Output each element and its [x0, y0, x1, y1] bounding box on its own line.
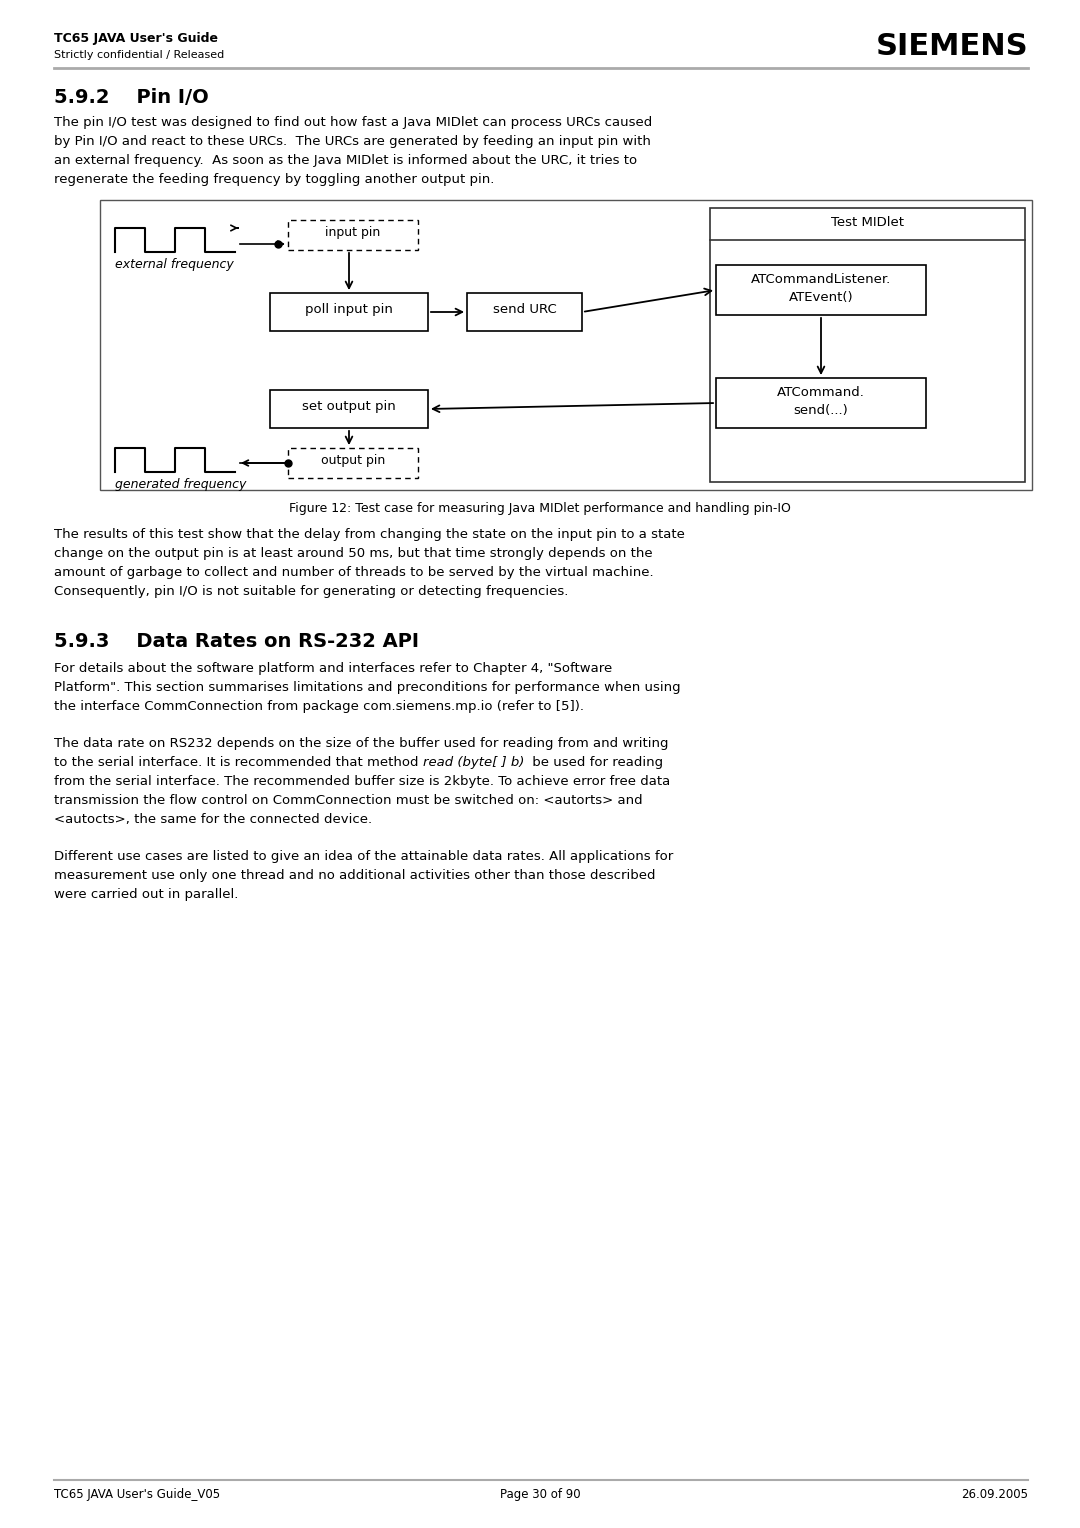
Text: For details about the software platform and interfaces refer to Chapter 4, "Soft: For details about the software platform … — [54, 662, 612, 675]
Bar — [716, 377, 926, 428]
Text: TC65 JAVA User's Guide: TC65 JAVA User's Guide — [54, 32, 218, 44]
Bar — [270, 293, 428, 332]
Text: input pin: input pin — [325, 226, 380, 238]
Text: set output pin: set output pin — [302, 400, 396, 413]
Text: send(...): send(...) — [794, 403, 849, 417]
Text: TC65 JAVA User's Guide_V05: TC65 JAVA User's Guide_V05 — [54, 1488, 220, 1500]
Bar — [100, 200, 1032, 490]
Bar — [716, 264, 926, 315]
Text: Different use cases are listed to give an idea of the attainable data rates. All: Different use cases are listed to give a… — [54, 850, 673, 863]
Text: Strictly confidential / Released: Strictly confidential / Released — [54, 50, 225, 60]
Text: the interface CommConnection from package com.siemens.mp.io (refer to [5]).: the interface CommConnection from packag… — [54, 700, 584, 714]
Text: amount of garbage to collect and number of threads to be served by the virtual m: amount of garbage to collect and number … — [54, 565, 653, 579]
Text: generated frequency: generated frequency — [114, 478, 246, 490]
Bar — [288, 448, 418, 478]
Text: Page 30 of 90: Page 30 of 90 — [500, 1488, 580, 1500]
Text: an external frequency.  As soon as the Java MIDlet is informed about the URC, it: an external frequency. As soon as the Ja… — [54, 154, 637, 167]
Bar — [288, 220, 418, 251]
Text: poll input pin: poll input pin — [305, 303, 393, 316]
Text: Test MIDlet: Test MIDlet — [831, 215, 904, 229]
Text: The data rate on RS232 depends on the size of the buffer used for reading from a: The data rate on RS232 depends on the si… — [54, 736, 669, 750]
Text: read (byte[ ] b): read (byte[ ] b) — [422, 756, 528, 769]
Text: regenerate the feeding frequency by toggling another output pin.: regenerate the feeding frequency by togg… — [54, 173, 495, 186]
Text: ATCommandListener.: ATCommandListener. — [751, 274, 891, 286]
Text: output pin: output pin — [321, 454, 386, 468]
Text: SIEMENS: SIEMENS — [876, 32, 1028, 61]
Text: The pin I/O test was designed to find out how fast a Java MIDlet can process URC: The pin I/O test was designed to find ou… — [54, 116, 652, 128]
Text: send URC: send URC — [492, 303, 556, 316]
Text: to the serial interface. It is recommended that method: to the serial interface. It is recommend… — [54, 756, 422, 769]
Text: <autocts>, the same for the connected device.: <autocts>, the same for the connected de… — [54, 813, 373, 827]
Text: ATEvent(): ATEvent() — [788, 290, 853, 304]
Text: 26.09.2005: 26.09.2005 — [961, 1488, 1028, 1500]
Text: Consequently, pin I/O is not suitable for generating or detecting frequencies.: Consequently, pin I/O is not suitable fo… — [54, 585, 568, 597]
Text: read (byte[ ] b): read (byte[ ] b) — [422, 756, 528, 769]
Text: by Pin I/O and react to these URCs.  The URCs are generated by feeding an input : by Pin I/O and react to these URCs. The … — [54, 134, 651, 148]
Text: change on the output pin is at least around 50 ms, but that time strongly depend: change on the output pin is at least aro… — [54, 547, 652, 559]
Text: to the serial interface. It is recommended that method: to the serial interface. It is recommend… — [54, 756, 422, 769]
Bar — [710, 208, 1025, 481]
Text: measurement use only one thread and no additional activities other than those de: measurement use only one thread and no a… — [54, 869, 656, 882]
Text: external frequency: external frequency — [114, 258, 233, 270]
Text: Figure 12: Test case for measuring Java MIDlet performance and handling pin-IO: Figure 12: Test case for measuring Java … — [289, 503, 791, 515]
Bar — [270, 390, 428, 428]
Text: were carried out in parallel.: were carried out in parallel. — [54, 888, 239, 902]
Bar — [467, 293, 582, 332]
Text: be used for reading: be used for reading — [528, 756, 663, 769]
Text: The results of this test show that the delay from changing the state on the inpu: The results of this test show that the d… — [54, 529, 685, 541]
Text: from the serial interface. The recommended buffer size is 2kbyte. To achieve err: from the serial interface. The recommend… — [54, 775, 671, 788]
Text: ATCommand.: ATCommand. — [778, 387, 865, 399]
Text: 5.9.3    Data Rates on RS-232 API: 5.9.3 Data Rates on RS-232 API — [54, 633, 419, 651]
Text: 5.9.2    Pin I/O: 5.9.2 Pin I/O — [54, 89, 208, 107]
Text: transmission the flow control on CommConnection must be switched on: <autorts> a: transmission the flow control on CommCon… — [54, 795, 643, 807]
Text: Platform". This section summarises limitations and preconditions for performance: Platform". This section summarises limit… — [54, 681, 680, 694]
